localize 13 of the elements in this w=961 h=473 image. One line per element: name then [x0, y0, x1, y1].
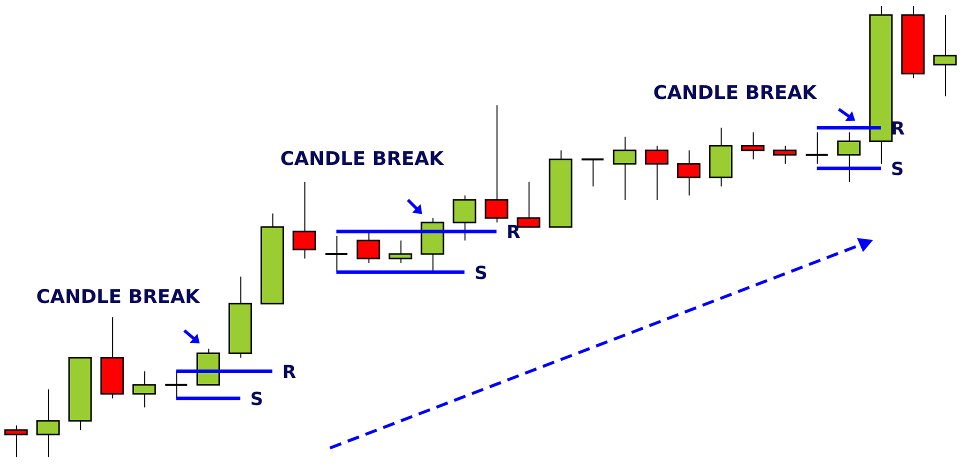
text: R	[890, 118, 905, 140]
series-label: R	[506, 222, 521, 244]
candlestick	[164, 370, 188, 399]
annotation: CANDLE BREAK	[36, 286, 202, 308]
text: R	[282, 362, 296, 383]
candlestick	[580, 158, 605, 187]
series-label: S	[890, 159, 904, 180]
candlestick	[324, 236, 348, 273]
annotation: CANDLE BREAK	[280, 148, 446, 170]
annotation: CANDLE BREAK	[653, 82, 818, 104]
candlestick	[804, 132, 829, 164]
text: S	[250, 389, 264, 410]
text: S	[474, 262, 488, 284]
